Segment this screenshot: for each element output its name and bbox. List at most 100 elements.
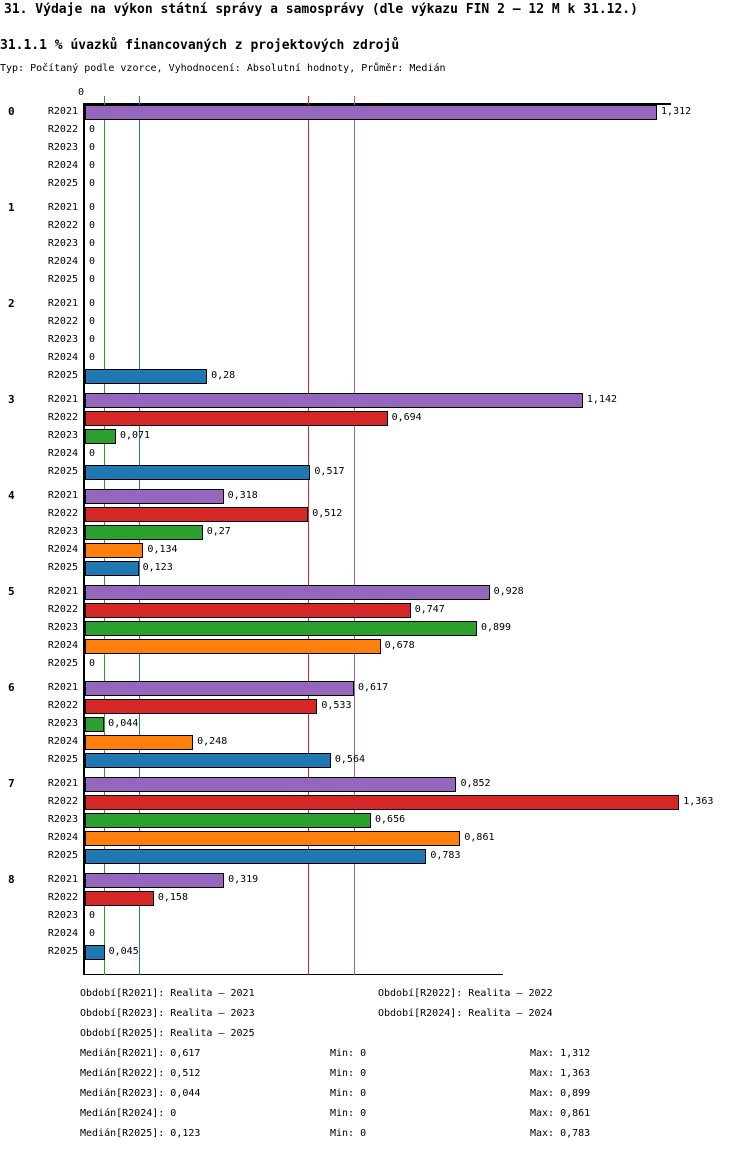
group-label: 1	[8, 201, 15, 214]
bar-r2023	[85, 717, 105, 733]
bar-r2025	[85, 561, 139, 577]
bar-value-label: 0,248	[197, 736, 228, 748]
row-label-r2022: R2022	[47, 508, 78, 520]
bar-r2021	[85, 105, 658, 120]
row-label-r2023: R2023	[47, 142, 78, 154]
row-label-r2021: R2021	[47, 586, 78, 597]
row-label-r2022: R2022	[47, 796, 78, 808]
stat-median: Medián[R2022]: 0,512	[80, 1068, 201, 1079]
group-label: 4	[8, 489, 15, 502]
bar-r2022	[85, 699, 318, 715]
group-label: 3	[8, 393, 15, 406]
chart-plot-area: 0 0 R2021 1,312 R2022 0 R2023 0 R2024 0 R2025 0 1 R2…	[0, 88, 750, 978]
group-label: 5	[8, 585, 15, 598]
stat-row: Medián[R2024]: 0 Min: 0 Max: 0,861	[0, 1108, 750, 1128]
row-label-r2022: R2022	[47, 604, 78, 616]
row-label-r2022: R2022	[47, 220, 78, 232]
stat-min: Min: 0	[330, 1068, 367, 1079]
bar-r2025	[85, 849, 427, 865]
row-label-r2021: R2021	[47, 490, 78, 501]
bar-r2024	[85, 831, 461, 847]
legend-item: Období[R2025]: Realita – 2025	[80, 1028, 255, 1039]
row-label-r2025: R2025	[47, 274, 78, 286]
bar-r2025	[85, 945, 105, 961]
bar-value-label: 0,134	[147, 544, 178, 556]
bar-r2024	[85, 639, 381, 655]
bar-value-label: 0,319	[228, 874, 259, 885]
stat-row: Medián[R2022]: 0,512 Min: 0 Max: 1,363	[0, 1068, 750, 1088]
median-line-r2021	[354, 96, 355, 975]
row-label-r2021: R2021	[47, 106, 78, 117]
bar-value-label: 0,678	[384, 640, 415, 652]
bar-r2024	[85, 735, 194, 751]
stat-min: Min: 0	[330, 1048, 367, 1059]
row-label-r2024: R2024	[47, 160, 78, 172]
plot-bottom-line	[83, 974, 503, 975]
bar-value-label: 0	[89, 658, 96, 670]
bar-value-label: 0	[89, 910, 96, 922]
bar-value-label: 0,694	[391, 412, 422, 424]
legend-item: Období[R2022]: Realita – 2022	[378, 988, 553, 999]
row-label-r2024: R2024	[47, 928, 78, 940]
bar-value-label: 0	[89, 256, 96, 268]
bar-r2023	[85, 429, 116, 445]
x-axis-line	[83, 103, 671, 105]
bar-value-label: 0,045	[108, 946, 139, 958]
row-label-r2024: R2024	[47, 736, 78, 748]
stat-median: Medián[R2024]: 0	[80, 1108, 177, 1119]
group-label: 7	[8, 777, 15, 790]
row-label-r2023: R2023	[47, 910, 78, 922]
bar-value-label: 0	[89, 298, 96, 309]
row-label-r2024: R2024	[47, 352, 78, 364]
stat-max: Max: 1,312	[530, 1048, 591, 1059]
bar-value-label: 0,852	[460, 778, 491, 789]
row-label-r2023: R2023	[47, 334, 78, 346]
bar-r2022	[85, 507, 309, 523]
stat-median: Medián[R2025]: 0,123	[80, 1128, 201, 1139]
bar-value-label: 0	[89, 334, 96, 346]
row-label-r2025: R2025	[47, 658, 78, 670]
legend-item: Období[R2021]: Realita – 2021	[80, 988, 255, 999]
bar-r2022	[85, 603, 411, 619]
bar-r2021	[85, 585, 490, 600]
group-label: 6	[8, 681, 15, 694]
stat-row: Medián[R2025]: 0,123 Min: 0 Max: 0,783	[0, 1128, 750, 1148]
bar-r2025	[85, 369, 208, 385]
bar-value-label: 0	[89, 178, 96, 190]
bar-r2025	[85, 465, 311, 481]
bar-value-label: 0	[89, 160, 96, 172]
stat-median: Medián[R2021]: 0,617	[80, 1048, 201, 1059]
row-label-r2023: R2023	[47, 430, 78, 442]
stat-max: Max: 1,363	[530, 1068, 591, 1079]
bar-r2021	[85, 681, 354, 696]
bar-value-label: 0	[89, 202, 96, 213]
legend-item: Období[R2024]: Realita – 2024	[378, 1008, 553, 1019]
bar-value-label: 0,318	[227, 490, 258, 501]
group-label: 0	[8, 105, 15, 118]
row-label-r2025: R2025	[47, 466, 78, 478]
stat-min: Min: 0	[330, 1128, 367, 1139]
bar-r2021	[85, 777, 457, 792]
row-label-r2025: R2025	[47, 370, 78, 382]
chart-footer: Období[R2021]: Realita – 2021 Období[R202…	[0, 988, 750, 1158]
row-label-r2025: R2025	[47, 178, 78, 190]
x-axis-tick-zero: 0	[78, 87, 85, 98]
row-label-r2025: R2025	[47, 562, 78, 574]
row-label-r2023: R2023	[47, 526, 78, 538]
stat-min: Min: 0	[330, 1088, 367, 1099]
row-label-r2025: R2025	[47, 850, 78, 862]
bar-value-label: 0,617	[358, 682, 389, 693]
legend-row: Období[R2025]: Realita – 2025	[0, 1028, 750, 1048]
bar-value-label: 0,783	[430, 850, 461, 862]
bar-value-label: 0,861	[464, 832, 495, 844]
stat-max: Max: 0,783	[530, 1128, 591, 1139]
row-label-r2021: R2021	[47, 682, 78, 693]
bar-r2021	[85, 489, 224, 504]
bar-value-label: 0,928	[493, 586, 524, 597]
row-label-r2024: R2024	[47, 832, 78, 844]
bar-r2022	[85, 411, 388, 427]
row-label-r2022: R2022	[47, 700, 78, 712]
row-label-r2025: R2025	[47, 754, 78, 766]
bar-value-label: 0	[89, 928, 96, 940]
bar-value-label: 0,27	[206, 526, 231, 538]
